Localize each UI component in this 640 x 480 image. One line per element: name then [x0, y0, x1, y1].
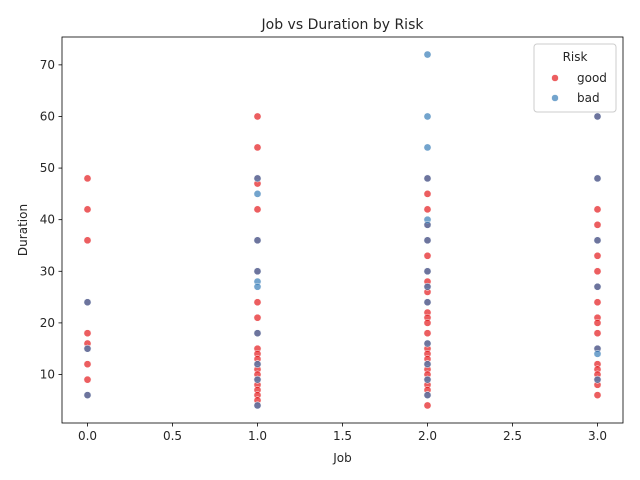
point-bad-12: [253, 401, 262, 410]
point-good-14: [253, 205, 262, 214]
x-tick-label: 2.5: [503, 429, 522, 443]
point-good-69: [593, 319, 602, 327]
legend-title: Risk: [563, 50, 588, 64]
point-good-65: [593, 267, 602, 276]
point-bad-32: [593, 350, 602, 358]
y-tick-label: 60: [40, 109, 55, 123]
point-bad-29: [593, 236, 602, 245]
point-good-64: [593, 251, 602, 260]
y-tick-label: 30: [40, 264, 55, 278]
point-good-0: [83, 174, 92, 183]
y-axis-ticks: 10 20 30 40 50 60 70: [40, 58, 62, 381]
chart-title: Job vs Duration by Risk: [261, 17, 425, 33]
point-good-34: [423, 205, 432, 214]
point-good-45: [423, 319, 432, 327]
y-tick-label: 10: [40, 367, 55, 381]
point-good-11: [253, 143, 262, 152]
point-good-10: [253, 112, 262, 121]
point-good-4: [83, 329, 92, 338]
legend-marker-good: [551, 74, 559, 82]
point-bad-33: [593, 375, 602, 384]
point-good-61: [593, 205, 602, 214]
point-bad-5: [253, 236, 262, 245]
point-good-1: [83, 205, 92, 214]
y-tick-label: 50: [40, 161, 55, 175]
y-tick-label: 20: [40, 316, 55, 330]
point-good-33: [423, 190, 432, 198]
legend: Risk good bad: [533, 43, 617, 113]
point-bad-27: [593, 112, 602, 121]
point-good-18: [253, 313, 262, 322]
legend-label-good: good: [577, 71, 607, 85]
x-tick-label: 1.5: [333, 429, 352, 443]
point-good-8: [83, 375, 92, 384]
point-bad-30: [593, 282, 602, 291]
point-bad-19: [423, 236, 432, 245]
x-axis-label: Job: [332, 451, 352, 465]
x-tick-label: 0.0: [78, 429, 97, 443]
point-bad-11: [253, 375, 262, 384]
point-bad-26: [423, 391, 432, 399]
point-bad-8: [253, 282, 262, 291]
point-bad-13: [423, 50, 432, 59]
point-bad-10: [253, 360, 262, 369]
legend-marker-bad: [551, 94, 559, 102]
data-points: [83, 50, 602, 410]
y-tick-label: 40: [40, 213, 55, 227]
plot-area: [62, 37, 623, 423]
point-bad-4: [253, 190, 262, 198]
point-good-7: [83, 360, 92, 369]
point-bad-24: [423, 360, 432, 369]
point-good-58: [423, 401, 432, 410]
x-tick-label: 1.0: [248, 429, 267, 443]
point-bad-9: [253, 329, 262, 338]
point-bad-18: [423, 220, 432, 229]
y-tick-label: 70: [40, 58, 55, 72]
point-bad-16: [423, 174, 432, 183]
point-bad-22: [423, 298, 432, 307]
point-good-37: [423, 251, 432, 260]
point-bad-23: [423, 339, 432, 348]
y-axis-label: Duration: [16, 204, 30, 256]
point-good-62: [593, 220, 602, 229]
point-bad-3: [253, 174, 262, 183]
point-bad-6: [253, 267, 262, 276]
point-bad-21: [423, 282, 432, 291]
point-good-70: [593, 329, 602, 338]
point-bad-1: [83, 344, 92, 353]
legend-label-bad: bad: [577, 91, 600, 105]
point-good-17: [253, 298, 262, 307]
x-tick-label: 0.5: [163, 429, 182, 443]
point-bad-25: [423, 375, 432, 384]
point-bad-0: [83, 298, 92, 307]
point-good-2: [83, 236, 92, 245]
point-bad-28: [593, 174, 602, 183]
x-tick-label: 2.0: [418, 429, 437, 443]
x-axis-ticks: 0.0 0.5 1.0 1.5 2.0 2.5 3.0: [78, 423, 607, 443]
x-tick-label: 3.0: [588, 429, 607, 443]
point-bad-20: [423, 267, 432, 276]
point-good-67: [593, 298, 602, 307]
point-bad-15: [423, 143, 432, 152]
point-good-77: [593, 391, 602, 399]
point-bad-14: [423, 112, 432, 121]
point-good-46: [423, 329, 432, 338]
point-bad-2: [83, 391, 92, 399]
